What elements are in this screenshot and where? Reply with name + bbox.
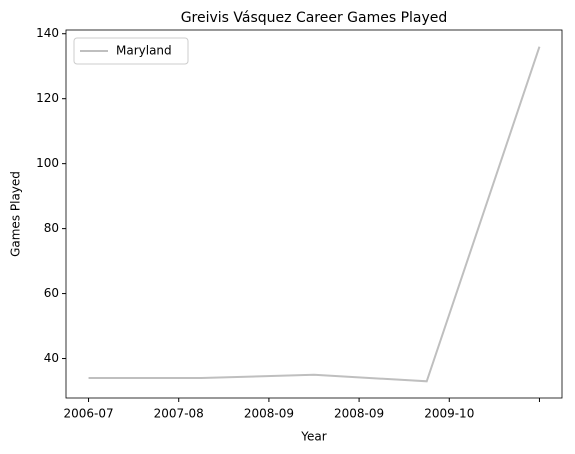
y-tick-label: 120 [36,91,59,105]
y-tick-label: 60 [44,286,59,300]
x-tick-label: 2008-09 [334,407,384,421]
x-tick-label: 2008-09 [244,407,294,421]
y-tick-label: 80 [44,221,59,235]
y-tick-label: 140 [36,26,59,40]
line [88,46,541,383]
x-tick-label: 2009-10 [424,407,474,421]
y-tick-label: 40 [44,351,59,365]
y-axis-label: Games Played [9,171,23,257]
x-tick-label: 2006-07 [63,407,113,421]
legend-box [73,37,189,65]
x-tick-label: 2007-08 [154,407,204,421]
axes-frame [65,29,563,399]
y-tick-label: 100 [36,156,59,170]
chart-title: Greivis Vásquez Career Games Played [181,10,448,26]
x-axis-label: Year [300,430,326,444]
legend-label: Maryland [116,44,172,58]
